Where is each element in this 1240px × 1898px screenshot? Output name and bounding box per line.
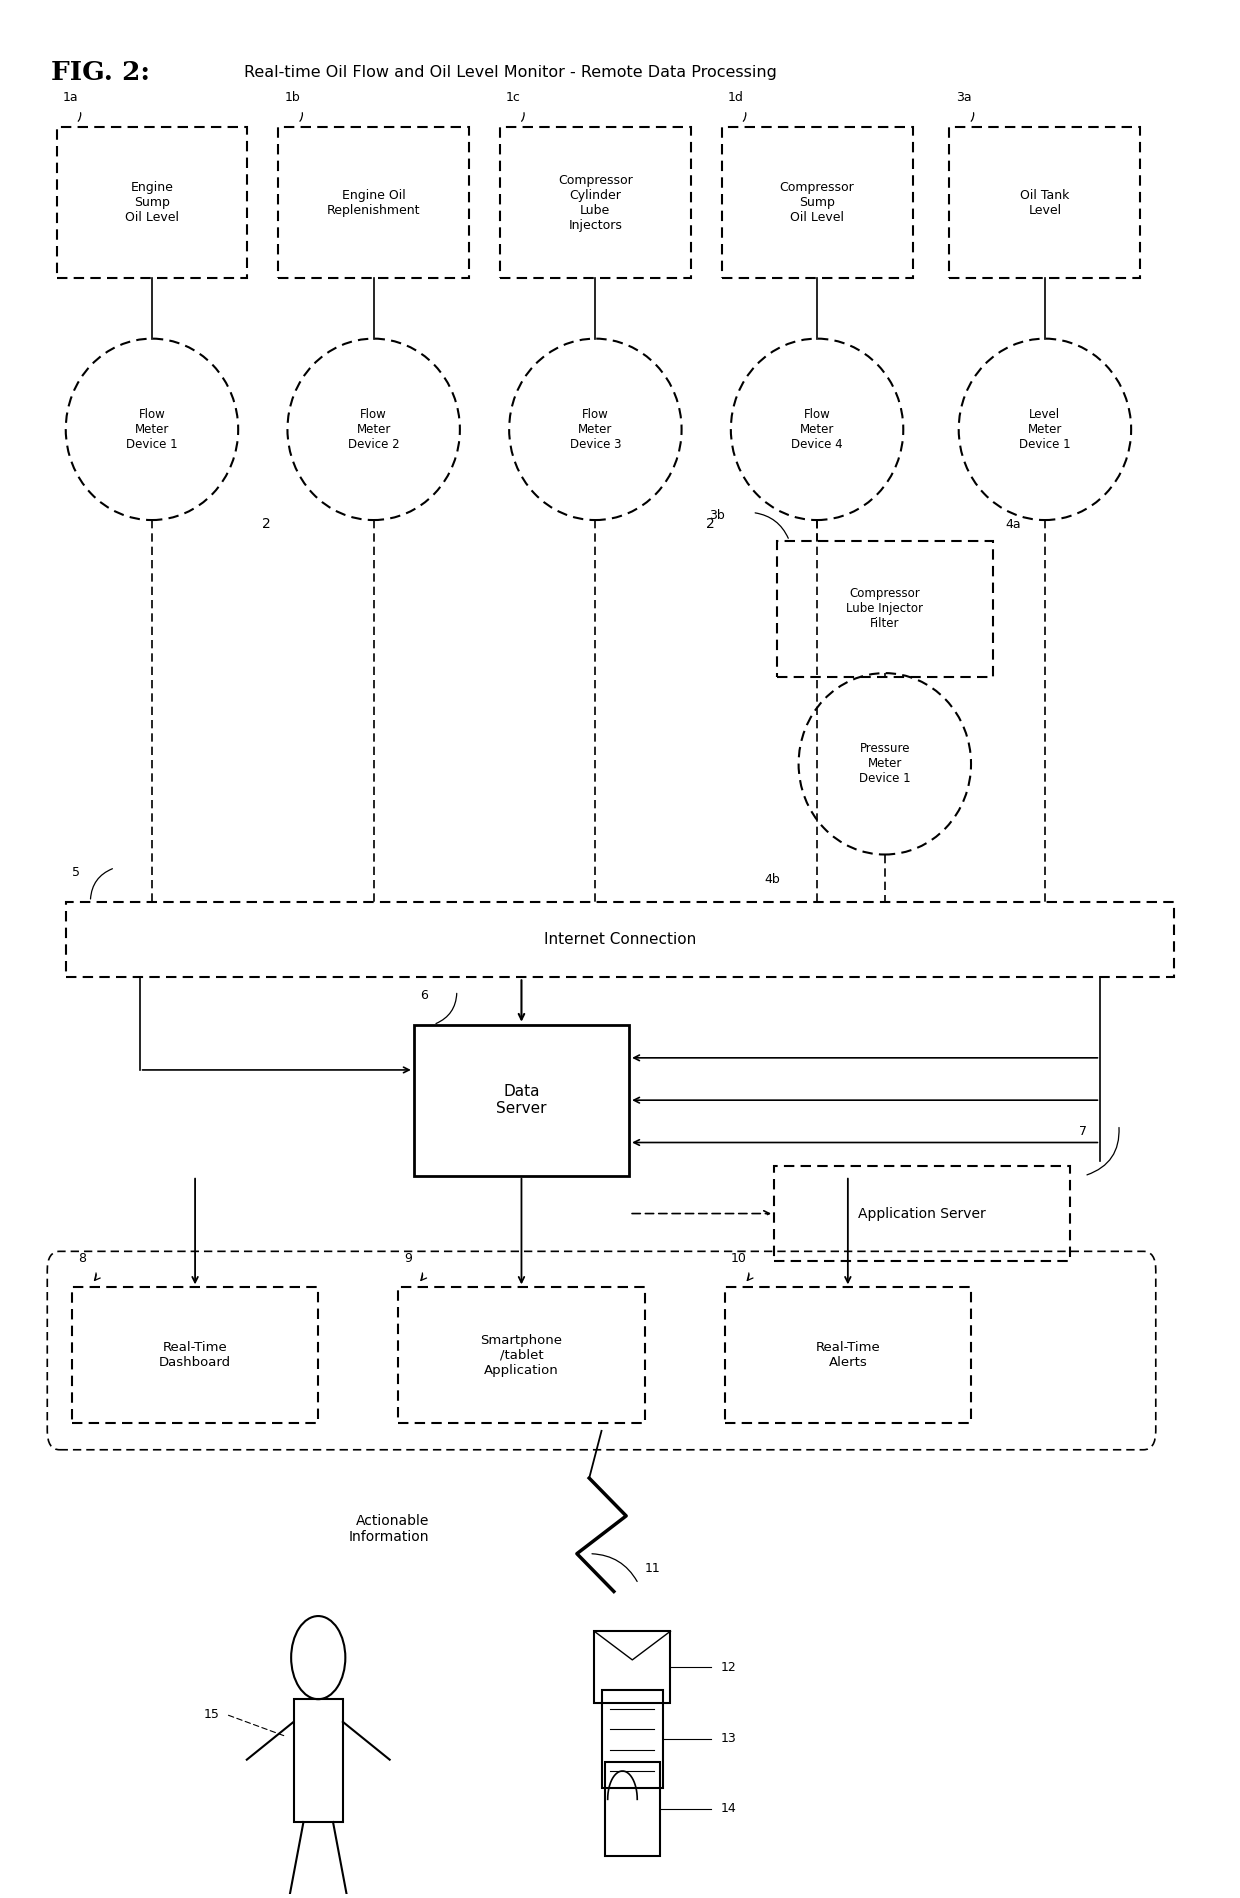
Bar (601, 1689, 663, 1788)
Bar (605, 1761, 660, 1856)
Text: 4a: 4a (1004, 518, 1021, 531)
Bar (278, 127, 469, 279)
Text: Real-time Oil Flow and Oil Level Monitor - Remote Data Processing: Real-time Oil Flow and Oil Level Monitor… (244, 65, 777, 80)
Text: 15: 15 (203, 1708, 219, 1721)
Bar (722, 127, 913, 279)
Text: 6: 6 (420, 989, 428, 1002)
Text: 12: 12 (720, 1661, 737, 1674)
Text: 2: 2 (706, 516, 714, 531)
Text: 9: 9 (404, 1251, 413, 1264)
Text: 1d: 1d (728, 91, 744, 104)
Text: Pressure
Meter
Device 1: Pressure Meter Device 1 (859, 742, 910, 786)
Bar (774, 1165, 1070, 1260)
Bar (398, 1287, 645, 1424)
Text: 2: 2 (262, 516, 270, 531)
Text: Compressor
Lube Injector
Filter: Compressor Lube Injector Filter (847, 586, 924, 630)
Bar (777, 541, 992, 678)
Text: Internet Connection: Internet Connection (544, 932, 696, 947)
Text: Compressor
Cylinder
Lube
Injectors: Compressor Cylinder Lube Injectors (558, 173, 632, 232)
Text: 8: 8 (78, 1251, 86, 1264)
Bar (294, 1699, 343, 1822)
Text: Data
Server: Data Server (496, 1084, 547, 1116)
Text: 4b: 4b (765, 873, 780, 886)
Text: Engine Oil
Replenishment: Engine Oil Replenishment (327, 188, 420, 216)
Bar (72, 1287, 319, 1424)
Text: Engine
Sump
Oil Level: Engine Sump Oil Level (125, 180, 179, 224)
Text: Compressor
Sump
Oil Level: Compressor Sump Oil Level (780, 180, 854, 224)
Text: 14: 14 (720, 1803, 737, 1814)
Text: 3a: 3a (956, 91, 971, 104)
Text: 5: 5 (72, 865, 79, 879)
Text: Application Server: Application Server (858, 1207, 986, 1220)
Text: 1b: 1b (284, 91, 300, 104)
Text: Flow
Meter
Device 2: Flow Meter Device 2 (348, 408, 399, 452)
Text: 1c: 1c (506, 91, 521, 104)
Bar (57, 127, 248, 279)
Text: 13: 13 (720, 1733, 737, 1746)
Bar (414, 1025, 629, 1175)
Text: 1a: 1a (63, 91, 78, 104)
Text: 7: 7 (1079, 1126, 1087, 1139)
Text: Actionable
Information: Actionable Information (348, 1515, 429, 1545)
Text: 11: 11 (645, 1562, 661, 1575)
Text: Level
Meter
Device 1: Level Meter Device 1 (1019, 408, 1070, 452)
Text: Smartphone
/tablet
Application: Smartphone /tablet Application (480, 1334, 563, 1376)
Text: Flow
Meter
Device 3: Flow Meter Device 3 (569, 408, 621, 452)
Text: Flow
Meter
Device 1: Flow Meter Device 1 (126, 408, 177, 452)
Text: Oil Tank
Level: Oil Tank Level (1021, 188, 1070, 216)
Text: 10: 10 (730, 1251, 746, 1264)
Bar (724, 1287, 971, 1424)
Text: Real-Time
Alerts: Real-Time Alerts (816, 1342, 880, 1368)
Bar (594, 1630, 671, 1703)
Text: Real-Time
Dashboard: Real-Time Dashboard (159, 1342, 231, 1368)
Text: FIG. 2:: FIG. 2: (51, 59, 150, 85)
Bar (66, 902, 1174, 977)
Text: Flow
Meter
Device 4: Flow Meter Device 4 (791, 408, 843, 452)
Bar (500, 127, 691, 279)
Bar (950, 127, 1141, 279)
Text: 3b: 3b (709, 509, 725, 522)
